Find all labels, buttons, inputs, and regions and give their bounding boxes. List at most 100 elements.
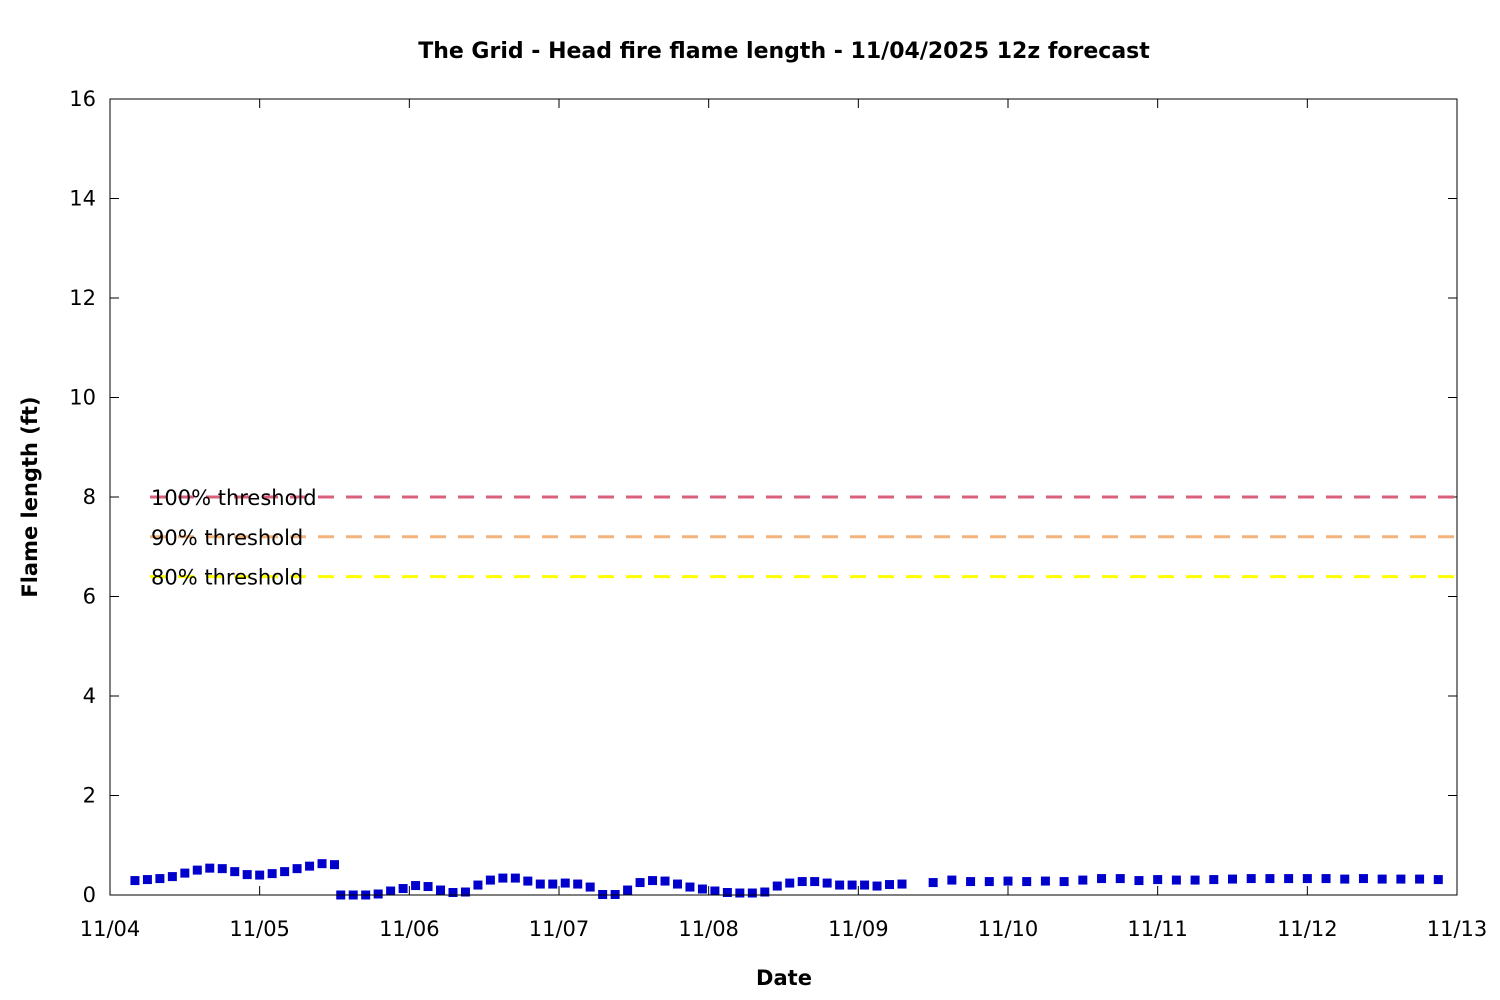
data-point [305,861,315,871]
y-tick-label: 4 [83,684,96,708]
data-point [810,877,820,887]
data-point [1284,874,1294,884]
data-point [1003,876,1013,886]
x-axis-label: Date [756,966,812,990]
y-tick-label: 2 [83,784,96,808]
data-point [1340,874,1350,884]
data-point [735,888,745,898]
data-point [885,880,895,890]
data-point [1171,875,1181,885]
data-point [772,881,782,891]
data-points [130,859,1443,900]
data-point [217,864,227,874]
y-tick-label: 14 [69,187,96,211]
data-point [573,879,583,889]
data-point [1059,877,1069,887]
threshold-lines: 100% threshold 90% threshold 80% threshold [150,486,1457,590]
data-point [398,884,408,894]
data-point [822,878,832,888]
y-tick-label: 8 [83,485,96,509]
data-point [130,876,140,886]
x-tick-label: 11/13 [1427,917,1488,941]
y-tick-label: 12 [69,286,96,310]
data-point [860,880,870,890]
data-point [460,887,470,897]
y-axis-label: Flame length (ft) [18,396,42,597]
data-point [1321,874,1331,884]
data-point [255,870,265,880]
data-point [560,878,570,888]
data-point [685,882,695,892]
data-point [623,885,633,895]
x-tick-label: 11/09 [828,917,889,941]
data-point [1097,874,1107,884]
data-point [1022,877,1032,887]
data-point [928,878,938,888]
y-tick-label: 6 [83,585,96,609]
chart-title: The Grid - Head fire flame length - 11/0… [418,39,1150,64]
data-point [1302,874,1312,884]
data-point [585,882,595,892]
y-tick-label: 10 [69,386,96,410]
x-tick-label: 11/07 [529,917,590,941]
data-point [797,877,807,887]
data-point [897,879,907,889]
data-point [1377,874,1387,884]
data-point [660,876,670,886]
x-tick-label: 11/12 [1277,917,1338,941]
data-point [142,875,152,885]
threshold-label: 100% threshold [151,486,317,510]
data-point [510,873,520,883]
data-point [872,881,882,891]
data-point [697,884,707,894]
data-point [485,875,495,885]
data-point [1358,874,1368,884]
data-point [498,873,508,883]
data-point [835,880,845,890]
plot-area-border [109,98,1458,896]
axis-ticks: 0 2 4 6 8 10 12 14 16 11/04 11/05 11/06 11/07 11/08 11… [69,87,1487,941]
data-point [785,878,795,888]
data-point [1228,874,1237,884]
data-point [423,882,433,892]
data-point [473,880,483,890]
data-point [635,878,645,888]
data-point [180,868,190,878]
data-point [436,885,446,895]
x-tick-label: 11/05 [229,917,290,941]
data-point [280,867,290,877]
data-point [710,886,720,896]
data-point [330,860,339,870]
data-point [1134,876,1144,886]
x-tick-label: 11/11 [1127,917,1188,941]
data-point [192,865,202,875]
data-point [535,879,545,889]
y-tick-label: 16 [69,87,96,111]
data-point [317,859,327,869]
data-point [411,881,421,891]
data-point [984,877,994,887]
x-tick-label: 11/08 [678,917,739,941]
data-point [230,867,240,877]
data-point [747,888,757,898]
x-tick-label: 11/06 [379,917,440,941]
data-point [847,880,857,890]
data-point [1209,875,1219,885]
x-tick-label: 11/10 [978,917,1039,941]
data-point [760,887,770,897]
data-point [1415,874,1425,884]
data-point [373,889,383,899]
data-point [205,863,215,873]
data-point [1153,875,1163,885]
data-point [292,864,302,874]
data-point [523,876,533,886]
data-point [1265,874,1275,884]
x-tick-label: 11/04 [80,917,141,941]
data-point [1115,874,1125,884]
data-point [155,874,165,884]
data-point [672,879,682,889]
data-point [448,888,458,898]
data-point [966,877,976,887]
